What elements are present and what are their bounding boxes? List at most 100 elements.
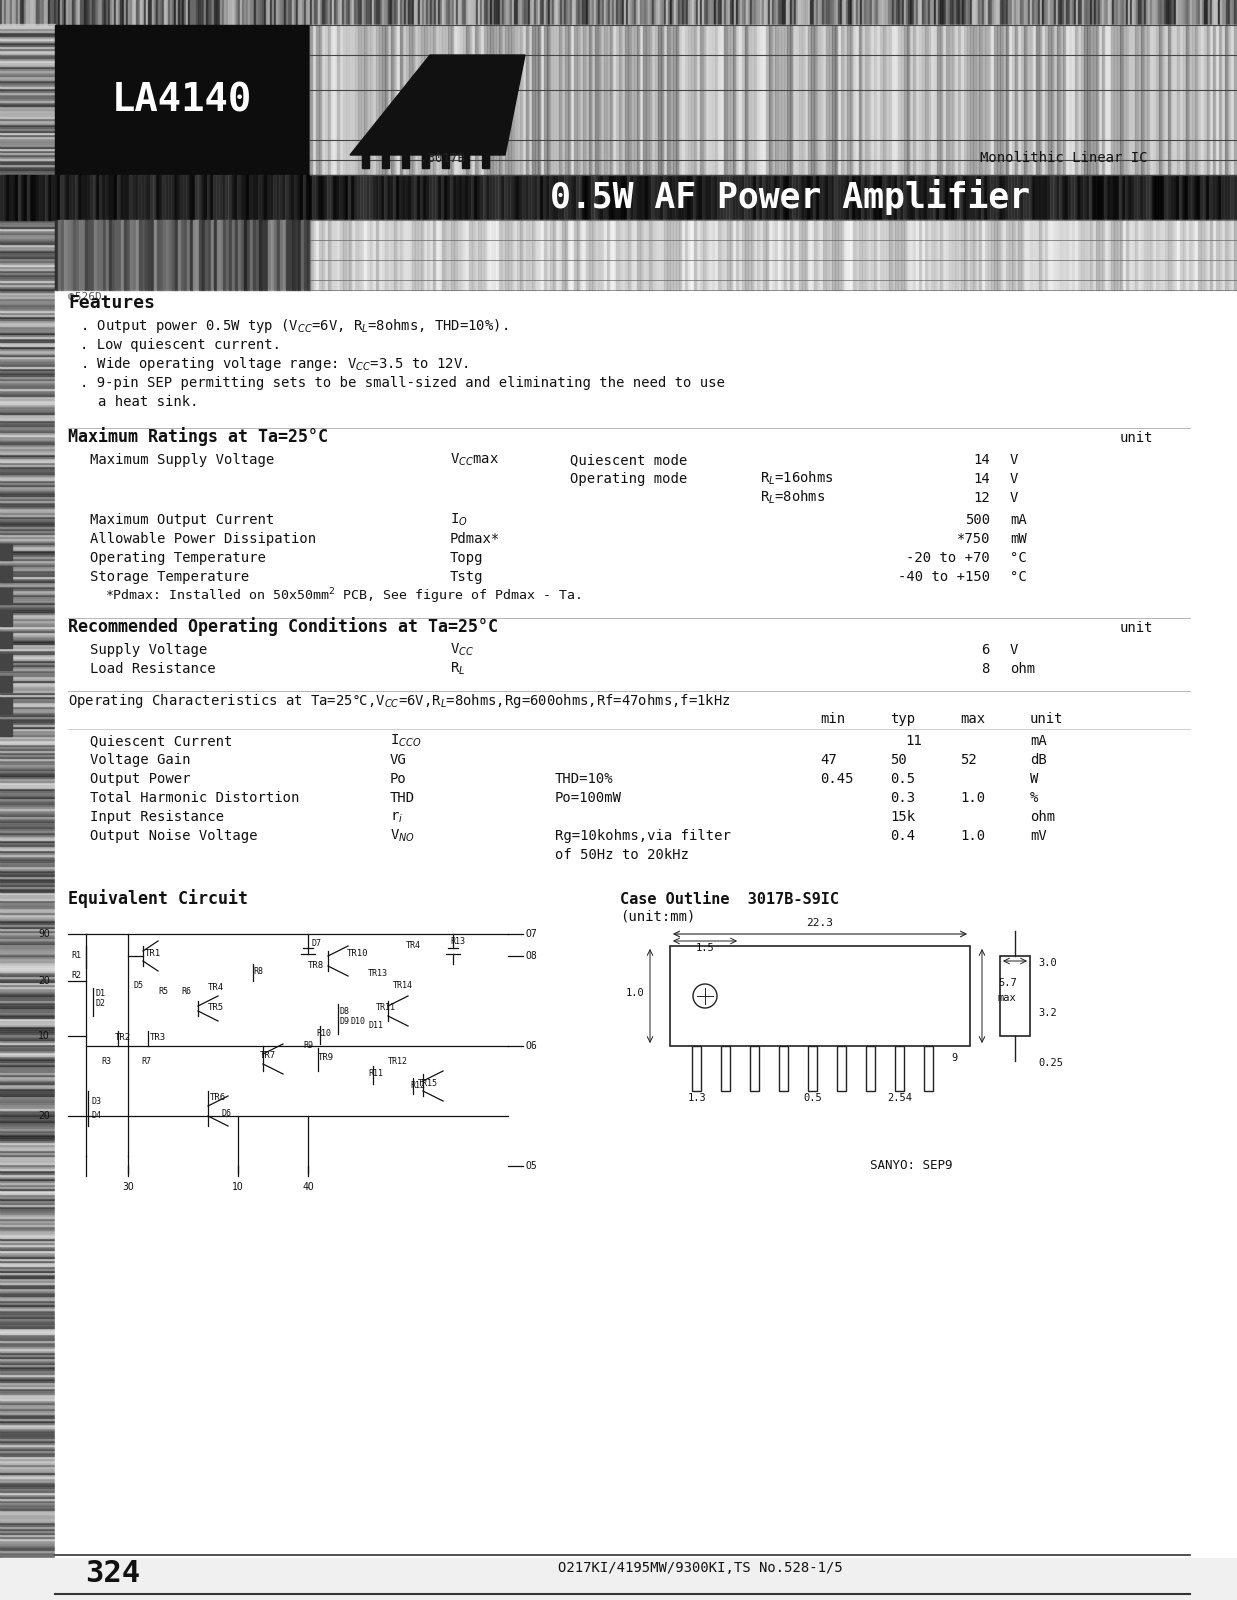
Bar	[949, 26, 952, 174]
Bar	[113, 219, 115, 290]
Bar	[1118, 0, 1119, 26]
Bar	[406, 0, 408, 26]
Bar	[826, 219, 829, 290]
Bar	[1042, 174, 1044, 219]
Bar	[442, 154, 449, 168]
Bar	[547, 26, 550, 174]
Bar	[1090, 219, 1094, 290]
Bar	[0, 531, 54, 534]
Text: -40 to +150: -40 to +150	[898, 570, 990, 584]
Bar	[858, 0, 860, 26]
Bar	[0, 472, 54, 474]
Bar	[0, 304, 54, 306]
Text: 11: 11	[905, 734, 922, 749]
Bar	[36, 0, 38, 26]
Bar	[538, 0, 541, 26]
Bar	[0, 672, 54, 674]
Bar	[0, 624, 54, 626]
Bar	[0, 1146, 54, 1149]
Bar	[0, 1318, 54, 1320]
Text: TR9: TR9	[318, 1053, 334, 1062]
Bar	[263, 0, 266, 26]
Bar	[847, 26, 850, 174]
Bar	[470, 0, 473, 26]
Bar	[1106, 0, 1108, 26]
Bar	[646, 0, 648, 26]
Bar	[1111, 26, 1115, 174]
Bar	[153, 219, 157, 290]
Bar	[7, 0, 10, 26]
Bar	[967, 219, 970, 290]
Bar	[0, 944, 54, 946]
Bar	[696, 219, 700, 290]
Bar	[700, 26, 703, 174]
Bar	[0, 1254, 54, 1256]
Bar	[1068, 174, 1071, 219]
Bar	[526, 26, 529, 174]
Bar	[388, 219, 391, 290]
Bar	[67, 219, 71, 290]
Bar	[0, 294, 54, 296]
Bar	[829, 219, 833, 290]
Bar	[0, 1264, 54, 1266]
Bar	[0, 736, 54, 738]
Bar	[517, 26, 520, 174]
Bar	[474, 0, 476, 26]
Bar	[277, 219, 280, 290]
Text: D8: D8	[339, 1006, 349, 1016]
Bar	[489, 174, 492, 219]
Bar	[1128, 174, 1131, 219]
Bar	[0, 1219, 54, 1222]
Bar	[703, 174, 705, 219]
Bar	[656, 0, 658, 26]
Bar	[753, 174, 756, 219]
Bar	[430, 26, 433, 174]
Bar	[162, 174, 165, 219]
Bar	[0, 1544, 54, 1546]
Bar	[0, 243, 54, 246]
Bar	[0, 1102, 54, 1104]
Bar	[362, 174, 366, 219]
Text: R1: R1	[71, 952, 80, 960]
Bar	[1141, 219, 1144, 290]
Bar	[388, 0, 390, 26]
Bar	[782, 0, 784, 26]
Bar	[520, 219, 523, 290]
Bar	[814, 0, 816, 26]
Bar	[256, 0, 259, 26]
Bar	[1072, 219, 1075, 290]
Bar	[748, 0, 750, 26]
Bar	[454, 0, 456, 26]
Bar	[160, 219, 163, 290]
Bar	[54, 219, 310, 290]
Bar	[204, 174, 207, 219]
Bar	[636, 0, 638, 26]
Bar	[503, 0, 506, 26]
Bar	[1113, 174, 1116, 219]
Bar	[135, 174, 139, 219]
Bar	[454, 26, 456, 174]
Bar	[976, 0, 978, 26]
Text: TR4: TR4	[208, 984, 224, 992]
Bar	[460, 219, 463, 290]
Bar	[600, 0, 602, 26]
Bar	[1077, 0, 1080, 26]
Bar	[216, 0, 218, 26]
Text: . Wide operating voltage range: V$_{CC}$=3.5 to 12V.: . Wide operating voltage range: V$_{CC}$…	[80, 355, 469, 373]
Bar	[0, 270, 54, 272]
Bar	[520, 26, 523, 174]
Bar	[656, 219, 658, 290]
Bar	[0, 1155, 54, 1158]
Bar	[706, 219, 709, 290]
Bar	[559, 219, 562, 290]
Bar	[1124, 174, 1128, 219]
Bar	[837, 0, 840, 26]
Bar	[0, 1080, 54, 1082]
Bar	[108, 0, 110, 26]
Bar	[0, 394, 54, 395]
Bar	[0, 1250, 54, 1251]
Bar	[0, 846, 54, 848]
Bar	[988, 219, 991, 290]
Bar	[0, 1074, 54, 1075]
Bar	[0, 1590, 54, 1592]
